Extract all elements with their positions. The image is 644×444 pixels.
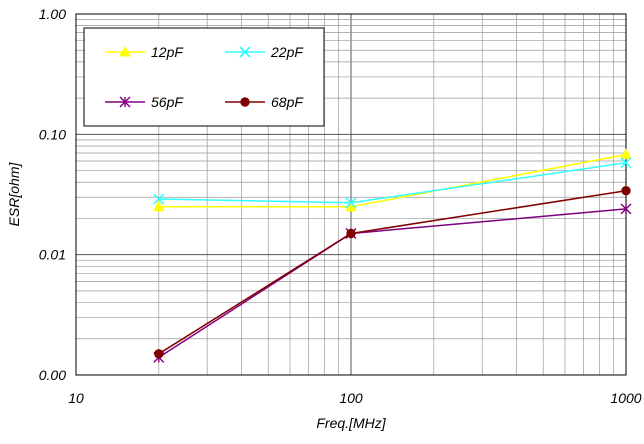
x-tick-label: 100 [339,390,363,406]
x-axis-label: Freq.[MHz] [316,415,386,431]
y-tick-label: 0.00 [39,367,66,383]
marker-stroke [153,193,165,205]
data-point-68pF [346,228,356,239]
tick-labels: 10 100 1000 0.00 0.01 0.10 1.00 [39,6,642,406]
marker-stroke [239,46,251,58]
data-point-22pF [345,197,357,209]
legend-label: 68pF [271,94,304,110]
data-point-22pF [153,193,165,205]
series-22pF [153,157,632,209]
y-axis-label: ESR[ohm] [6,161,22,226]
legend-marker [119,96,131,108]
legend-item-22pF: 22pF [225,44,304,60]
legend-marker [240,97,250,107]
data-point-12pF [620,148,632,159]
y-tick-label: 0.10 [39,126,66,142]
series-lines [152,148,632,363]
data-point-68pF [154,349,164,359]
data-point-12pF [152,200,165,212]
series-68pF [154,186,631,359]
data-point-56pF [620,203,632,215]
legend-label: 56pF [151,94,184,110]
legend-label: 12pF [151,44,184,60]
y-tick-label: 0.01 [39,247,66,263]
legend-item-12pF: 12pF [105,44,184,60]
x-tick-label: 10 [68,390,84,406]
marker-stroke [345,197,357,209]
data-point-68pF [621,186,631,196]
legend-box [83,27,325,127]
legend-item-56pF: 56pF [105,94,184,110]
data-point-22pF [620,157,632,169]
x-tick-label: 1000 [610,390,641,406]
legend-label: 22pF [270,44,304,60]
legend-marker [239,46,251,58]
marker-stroke [620,157,632,169]
y-tick-label: 1.00 [39,6,66,22]
legend-marker [119,45,131,57]
legend: 12pF 22pF 56pF 68pF [83,27,325,127]
legend-item-68pF: 68pF [225,94,304,110]
